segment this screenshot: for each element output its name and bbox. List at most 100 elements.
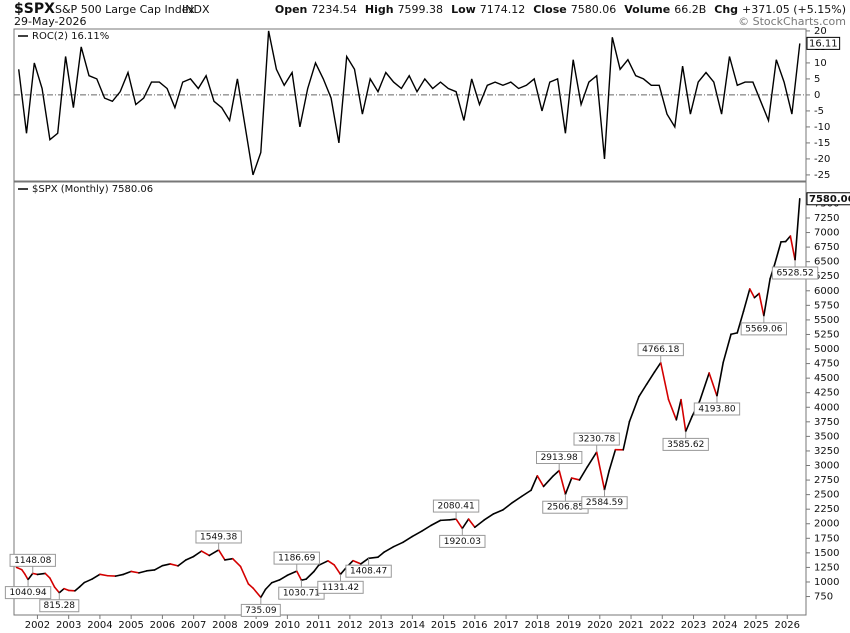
annotation-box bbox=[536, 451, 583, 465]
y-tick-label: 4750 bbox=[814, 359, 839, 370]
price-segment bbox=[402, 535, 414, 544]
annotation-box bbox=[317, 580, 364, 594]
panel-frame bbox=[13, 181, 807, 616]
x-tick-label: 2005 bbox=[118, 620, 143, 631]
annotation-box bbox=[345, 564, 392, 578]
y-tick-label: 5250 bbox=[814, 329, 839, 340]
price-segment bbox=[383, 545, 395, 553]
price-segment bbox=[300, 578, 307, 581]
annotation: 4766.18 bbox=[642, 345, 679, 355]
price-segment bbox=[15, 566, 23, 571]
price-segment bbox=[675, 398, 682, 421]
price-segment bbox=[177, 559, 187, 567]
price-segment bbox=[564, 477, 573, 496]
y-tick-label: 5 bbox=[814, 74, 820, 85]
price-segment bbox=[722, 333, 732, 364]
price-segment bbox=[578, 466, 589, 481]
x-tick-label: 2024 bbox=[712, 620, 737, 631]
price-segment bbox=[628, 395, 640, 423]
index-name: S&P 500 Large Cap Index bbox=[55, 3, 195, 16]
x-tick-label: 2026 bbox=[775, 620, 800, 631]
annotation: 2584.59 bbox=[586, 498, 623, 508]
x-tick-label: 2020 bbox=[587, 620, 612, 631]
y-tick-label: 6000 bbox=[814, 286, 839, 297]
y-tick-label: 4000 bbox=[814, 402, 839, 413]
price-segment bbox=[270, 579, 281, 584]
x-tick-label: 2009 bbox=[243, 620, 268, 631]
y-tick-label: 0 bbox=[814, 90, 820, 101]
price-segment bbox=[145, 569, 156, 572]
annotation-box bbox=[195, 530, 242, 544]
y-tick-label: 6250 bbox=[814, 271, 839, 282]
x-tick-label: 2007 bbox=[181, 620, 206, 631]
y-tick-label: 5000 bbox=[814, 344, 839, 355]
price-segment bbox=[667, 398, 678, 421]
price-segment bbox=[36, 572, 47, 576]
y-tick-label: 2250 bbox=[814, 504, 839, 515]
legend-label: $SPX (Monthly) 7580.06 bbox=[32, 184, 153, 195]
price-segment bbox=[773, 241, 782, 265]
price-segment bbox=[411, 530, 423, 538]
annotation-box bbox=[693, 402, 741, 416]
price-segment bbox=[420, 524, 432, 532]
price-segment bbox=[27, 572, 34, 581]
price-segment bbox=[44, 572, 51, 579]
x-tick-label: 2008 bbox=[212, 620, 237, 631]
price-segment bbox=[295, 570, 303, 581]
y-tick-label: -15 bbox=[814, 138, 830, 149]
annotation-box bbox=[662, 437, 709, 451]
price-segment bbox=[31, 572, 39, 576]
price-segment bbox=[753, 292, 760, 299]
x-tick-label: 2023 bbox=[681, 620, 706, 631]
quote-value: 66.2B bbox=[674, 3, 706, 16]
price-segment bbox=[252, 587, 262, 599]
price-segment bbox=[99, 573, 109, 577]
y-tick-label: -10 bbox=[814, 122, 830, 133]
price-segment bbox=[327, 560, 336, 566]
x-tick-label: 2018 bbox=[525, 620, 550, 631]
price-segment bbox=[520, 489, 532, 498]
price-segment bbox=[474, 519, 486, 529]
price-segment bbox=[367, 556, 379, 560]
price-segment bbox=[542, 475, 554, 488]
quote-label: Close bbox=[533, 3, 566, 16]
quote-value: +371.05 (+5.15%) bbox=[742, 3, 846, 16]
price-segment bbox=[392, 541, 404, 548]
price-segment bbox=[192, 550, 203, 558]
price-segment bbox=[63, 587, 70, 592]
x-tick-label: 2011 bbox=[306, 620, 331, 631]
y-tick-label: -5 bbox=[814, 106, 824, 117]
price-segment bbox=[716, 361, 725, 397]
annotation: 1148.08 bbox=[14, 556, 51, 566]
price-segment bbox=[91, 573, 101, 580]
annotation: 4193.80 bbox=[698, 404, 735, 414]
quote-label: Open bbox=[275, 3, 308, 16]
price-segment bbox=[239, 565, 250, 585]
annotation-box bbox=[740, 322, 788, 336]
date: 29-May-2026 bbox=[14, 15, 86, 28]
price-segment bbox=[352, 559, 362, 565]
annotation-box bbox=[439, 534, 486, 548]
quote-label: Volume bbox=[624, 3, 670, 16]
annotation: 1030.71 bbox=[283, 589, 320, 599]
price-segment bbox=[511, 495, 523, 504]
y-tick-label: 2000 bbox=[814, 519, 839, 530]
price-segment bbox=[595, 451, 606, 491]
price-segment bbox=[78, 581, 86, 588]
annotation-box bbox=[573, 432, 620, 446]
price-segment bbox=[24, 573, 29, 581]
price-segment bbox=[377, 551, 386, 558]
annotation-box bbox=[637, 343, 684, 357]
y-tick-label: -25 bbox=[814, 170, 830, 181]
price-segment bbox=[502, 501, 514, 511]
copyright: © StockCharts.com bbox=[738, 15, 846, 28]
x-tick-label: 2017 bbox=[493, 620, 518, 631]
quote-label: High bbox=[365, 3, 394, 16]
x-tick-label: 2006 bbox=[150, 620, 175, 631]
annotation-box bbox=[240, 603, 281, 617]
price-segment bbox=[217, 549, 226, 561]
price-segment bbox=[430, 519, 442, 527]
y-tick-label: 1000 bbox=[814, 577, 839, 588]
price-segment bbox=[200, 550, 211, 557]
annotation: 1549.38 bbox=[200, 532, 237, 542]
